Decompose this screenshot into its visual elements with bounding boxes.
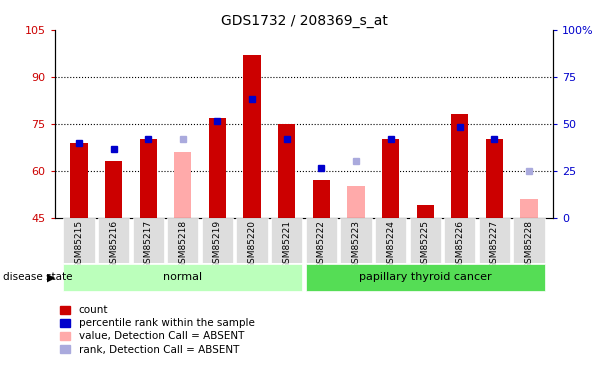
Bar <box>140 140 157 218</box>
Bar <box>451 114 468 218</box>
Text: ▶: ▶ <box>47 273 56 282</box>
Text: GSM85224: GSM85224 <box>386 220 395 268</box>
FancyBboxPatch shape <box>63 264 302 291</box>
FancyBboxPatch shape <box>63 217 94 262</box>
Bar <box>416 205 434 218</box>
Text: GSM85222: GSM85222 <box>317 220 326 268</box>
Bar <box>71 142 88 218</box>
FancyBboxPatch shape <box>479 217 510 262</box>
Title: GDS1732 / 208369_s_at: GDS1732 / 208369_s_at <box>221 13 387 28</box>
Text: GSM85219: GSM85219 <box>213 220 222 269</box>
Text: GSM85215: GSM85215 <box>74 220 83 269</box>
FancyBboxPatch shape <box>167 217 198 262</box>
Text: GSM85228: GSM85228 <box>525 220 534 269</box>
Bar <box>209 117 226 218</box>
Bar <box>486 140 503 218</box>
FancyBboxPatch shape <box>237 217 268 262</box>
Bar <box>105 161 122 218</box>
Text: normal: normal <box>164 273 202 282</box>
FancyBboxPatch shape <box>306 264 545 291</box>
Text: GSM85227: GSM85227 <box>490 220 499 269</box>
Bar <box>347 186 365 218</box>
Bar <box>520 199 537 217</box>
FancyBboxPatch shape <box>340 217 371 262</box>
Text: GSM85226: GSM85226 <box>455 220 465 269</box>
Text: GSM85225: GSM85225 <box>421 220 430 269</box>
Text: GSM85218: GSM85218 <box>178 220 187 269</box>
Text: GSM85217: GSM85217 <box>143 220 153 269</box>
Bar <box>382 140 399 218</box>
FancyBboxPatch shape <box>514 217 545 262</box>
Bar <box>243 55 261 217</box>
Text: GSM85216: GSM85216 <box>109 220 118 269</box>
Text: disease state: disease state <box>3 273 72 282</box>
Text: GSM85223: GSM85223 <box>351 220 361 269</box>
FancyBboxPatch shape <box>202 217 233 262</box>
Text: GSM85221: GSM85221 <box>282 220 291 269</box>
Bar <box>313 180 330 218</box>
FancyBboxPatch shape <box>410 217 441 262</box>
FancyBboxPatch shape <box>306 217 337 262</box>
FancyBboxPatch shape <box>98 217 129 262</box>
Bar <box>278 124 295 218</box>
FancyBboxPatch shape <box>271 217 302 262</box>
FancyBboxPatch shape <box>444 217 475 262</box>
Text: papillary thyroid cancer: papillary thyroid cancer <box>359 273 491 282</box>
FancyBboxPatch shape <box>375 217 406 262</box>
Text: GSM85220: GSM85220 <box>247 220 257 269</box>
Bar <box>174 152 192 217</box>
FancyBboxPatch shape <box>133 217 164 262</box>
Legend: count, percentile rank within the sample, value, Detection Call = ABSENT, rank, : count, percentile rank within the sample… <box>60 305 255 355</box>
